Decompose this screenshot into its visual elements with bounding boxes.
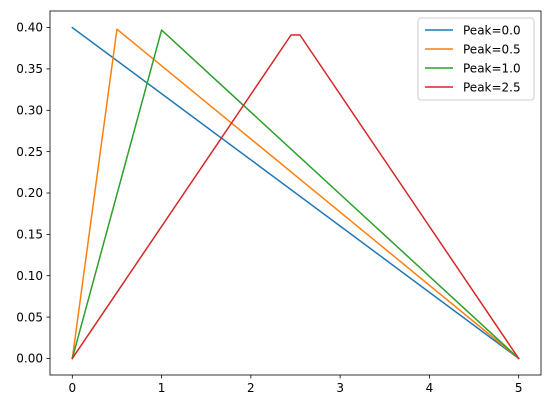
y-tick-label-1: 0.05 [16, 310, 43, 324]
x-tick-label-2: 2 [247, 381, 255, 395]
x-tick-label-0: 0 [68, 381, 76, 395]
y-tick-label-6: 0.30 [16, 103, 43, 117]
x-tick-label-5: 5 [515, 381, 523, 395]
legend-label-3: Peak=2.5 [463, 80, 521, 94]
legend-label-1: Peak=0.5 [463, 42, 521, 56]
y-tick-label-0: 0.00 [16, 352, 43, 366]
axes: 0 1 2 3 4 5 0.00 0.05 0.10 0.15 0.20 0.25 0.30 0.35 0.… [16, 10, 542, 395]
series-line-2 [71, 29, 520, 360]
plot-lines [71, 26, 520, 360]
legend-label-2: Peak=1.0 [463, 61, 521, 75]
y-tick-label-4: 0.20 [16, 186, 43, 200]
x-tick-label-4: 4 [426, 381, 434, 395]
legend: Peak=0.0 Peak=0.5 Peak=1.0 Peak=2.5 [417, 17, 535, 101]
y-tick-label-7: 0.35 [16, 62, 43, 76]
series-line-1 [71, 28, 520, 360]
series-line-3 [71, 34, 520, 360]
legend-label-0: Peak=0.0 [463, 23, 521, 37]
y-tick-label-3: 0.15 [16, 228, 43, 242]
y-tick-label-2: 0.10 [16, 269, 43, 283]
x-tick-label-1: 1 [158, 381, 166, 395]
y-tick-label-5: 0.25 [16, 145, 43, 159]
x-tick-label-3: 3 [336, 381, 344, 395]
y-tick-label-8: 0.40 [16, 21, 43, 35]
legend-box [417, 17, 535, 101]
